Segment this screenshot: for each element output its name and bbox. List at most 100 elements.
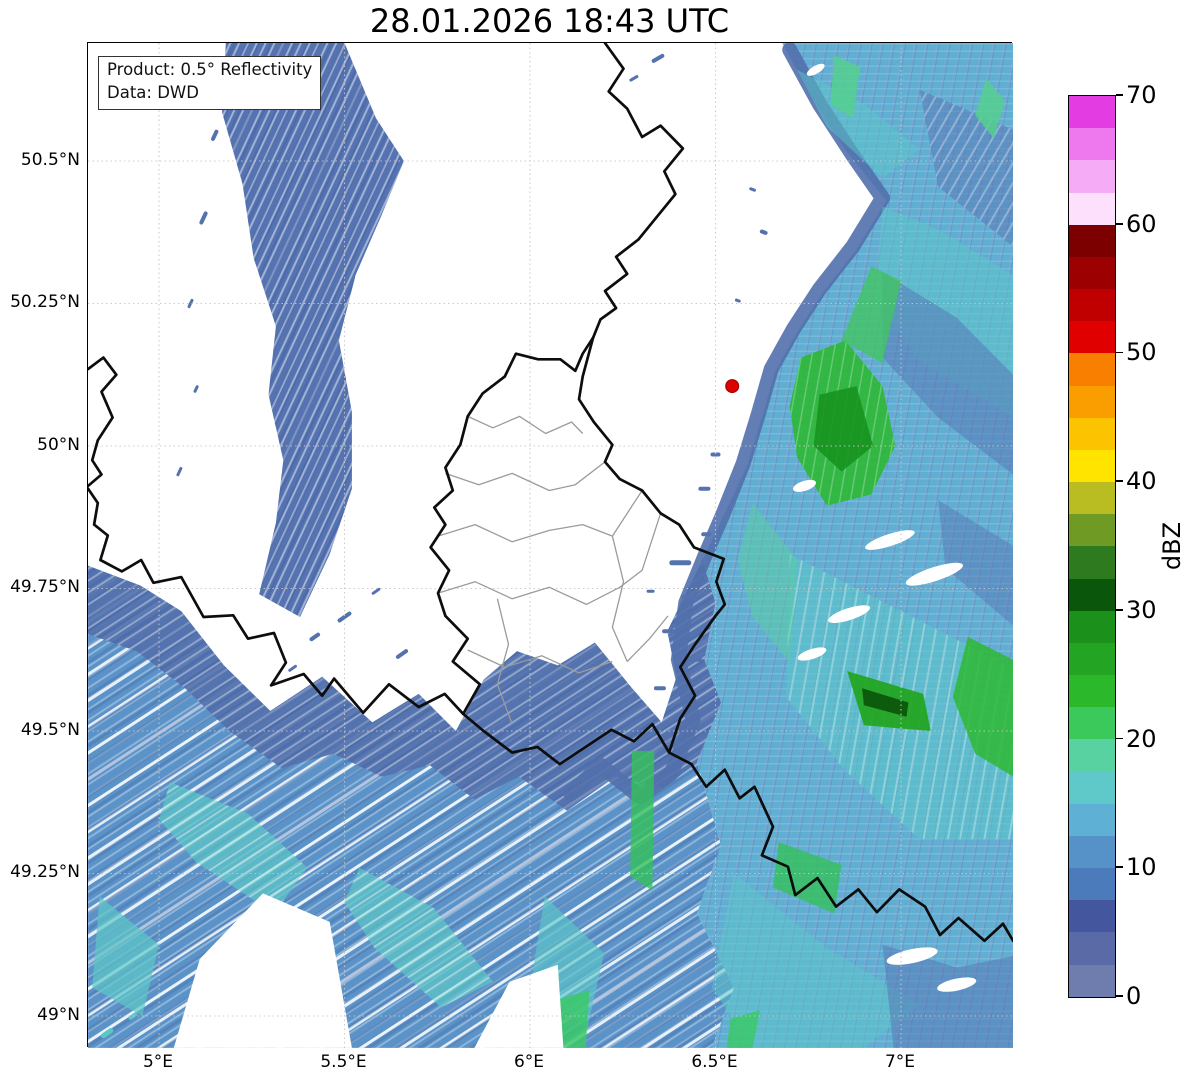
echo-dash [100, 1028, 114, 1039]
canton-border [437, 513, 662, 606]
echo-dash [371, 587, 381, 595]
map-plot-area: Product: 0.5° Reflectivity Data: DWD [87, 42, 1013, 1048]
colorbar-segment [1069, 739, 1115, 772]
canton-border [467, 415, 584, 435]
figure-title: 28.01.2026 18:43 UTC [369, 2, 730, 40]
xtick-label: 5°E [142, 1052, 174, 1072]
ytick-label: 50°N [37, 434, 80, 455]
echo-dash [710, 452, 721, 457]
colorbar-segment [1069, 932, 1115, 965]
colorbar-segment [1069, 96, 1115, 129]
country-border-france-germany [667, 751, 1013, 943]
colorbar-segment [1069, 578, 1115, 611]
ytick-label: 50.25°N [10, 292, 80, 313]
echo-dash [211, 129, 219, 141]
xtick-label: 5.5°E [320, 1052, 367, 1072]
colorbar-segment [1069, 964, 1115, 997]
echo-dash [749, 187, 756, 192]
echo-hole [768, 316, 782, 325]
echo-dash [193, 385, 199, 393]
colorbar [1068, 95, 1116, 998]
colorbar-segment [1069, 675, 1115, 708]
colorbar-tick-mark [1115, 609, 1123, 611]
colorbar-tick-label: 70 [1126, 81, 1157, 109]
region-green-right-edge [952, 636, 1013, 777]
canton-border [437, 490, 643, 543]
canton-border [611, 535, 628, 662]
region-green-arm [841, 266, 901, 364]
echo-dash [309, 632, 321, 642]
echo-hole [905, 562, 964, 586]
echo-dash [646, 589, 655, 593]
region-sw-teal-2-streaks [344, 867, 493, 1008]
echo-dash [395, 649, 409, 659]
colorbar-segment [1069, 289, 1115, 322]
region-sw-teal-3 [92, 896, 159, 1016]
colorbar-segment [1069, 385, 1115, 418]
colorbar-tick-mark [1115, 222, 1123, 225]
region-green-streak-se-core [862, 688, 909, 717]
echo-hole [937, 977, 977, 992]
echo-hole [797, 647, 827, 661]
ytick-label: 49.5°N [20, 719, 80, 740]
product-info-box: Product: 0.5° Reflectivity Data: DWD [98, 56, 322, 110]
echo-dash [653, 686, 666, 691]
colorbar-segment [1069, 771, 1115, 804]
region-green-south-col [630, 750, 655, 891]
colorbar-segment [1069, 514, 1115, 547]
colorbar-tick-mark [1115, 866, 1123, 869]
region-green-blob-core [813, 386, 874, 472]
colorbar-segment [1069, 256, 1115, 290]
region-nw-band-streaks [222, 43, 404, 617]
ytick-label: 49.25°N [10, 862, 80, 883]
echo-dash [701, 532, 712, 537]
echo-dash [698, 486, 711, 491]
colorbar-tick-mark [1115, 351, 1123, 354]
radar-map [88, 43, 1013, 1048]
colorbar-tick-label: 20 [1126, 724, 1157, 753]
country-border-givet-salient [88, 356, 118, 488]
canton-border [445, 461, 606, 492]
colorbar-segment [1069, 868, 1115, 901]
country-border-france-belgium [88, 487, 465, 716]
echo-hole [865, 530, 915, 550]
region-green-top-spot-2 [975, 78, 1005, 139]
echo-hole [792, 479, 817, 492]
ytick-label: 49.75°N [10, 577, 80, 598]
region-sw-teal-1-streaks [159, 782, 308, 914]
hole-hole-sw-wedge [173, 893, 352, 1048]
colorbar-tick-label: 0 [1126, 982, 1142, 1010]
colorbar-tick-label: 60 [1126, 209, 1157, 238]
colorbar-segment [1069, 546, 1115, 579]
colorbar-segment [1069, 449, 1115, 483]
region-east-teal-4 [797, 69, 920, 179]
colorbar-segment [1069, 610, 1115, 643]
colorbar-unit-label: dBZ [1158, 521, 1186, 571]
echo-hole [806, 63, 825, 76]
region-east-tealgreen-mid [737, 503, 798, 663]
canton-border [496, 598, 513, 725]
region-green-bottom-2 [726, 1010, 760, 1048]
ytick-label: 50.5°N [20, 149, 80, 170]
colorbar-tick-mark [1115, 737, 1123, 740]
colorbar-segment [1069, 321, 1115, 354]
echo-dash [684, 657, 703, 662]
echo-dash [669, 560, 692, 566]
xtick-label: 7°E [884, 1052, 916, 1072]
colorbar-segment [1069, 192, 1115, 225]
colorbar-segment [1069, 707, 1115, 740]
colorbar-segment [1069, 482, 1115, 515]
colorbar-segment [1069, 900, 1115, 933]
echo-hole [828, 605, 871, 623]
region-east-slate-ne2 [882, 272, 1013, 475]
canton-border [467, 649, 613, 674]
colorbar-segment [1069, 128, 1115, 161]
echo-dash [337, 611, 352, 623]
region-east-edge-band [563, 43, 890, 804]
echo-dash [662, 629, 677, 634]
echo-dash [176, 466, 183, 477]
colorbar-tick-label: 40 [1126, 467, 1157, 496]
colorbar-segment [1069, 803, 1115, 836]
country-border-lux-south [461, 712, 671, 766]
